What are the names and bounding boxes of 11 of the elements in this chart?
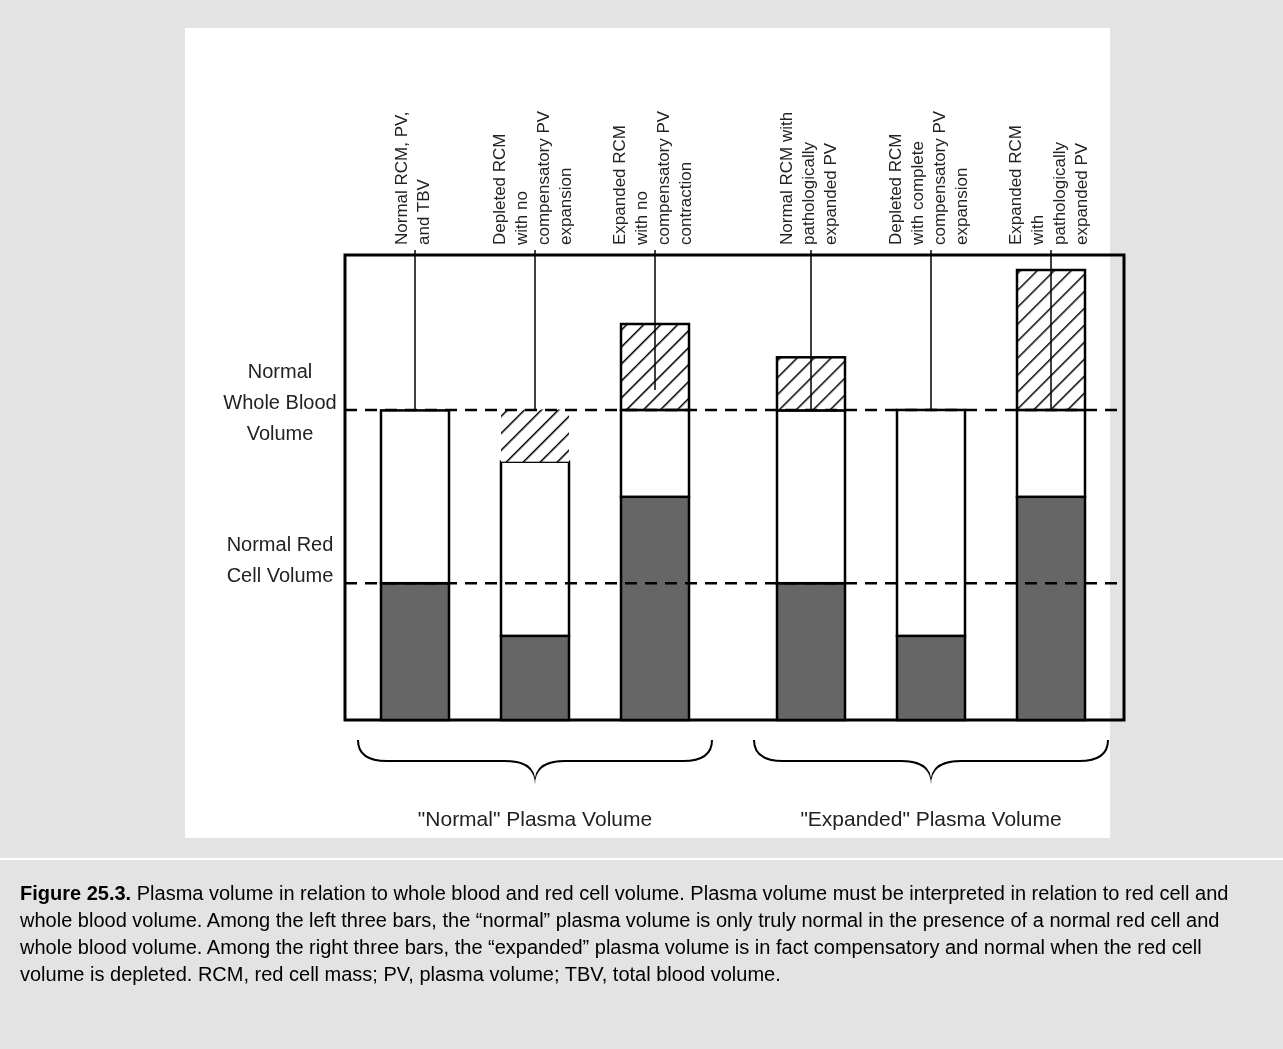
ref-line-label: Normal Red Cell Volume <box>226 533 334 587</box>
x-tick-label: Depleted RCM with no compensatory PV expansion <box>490 110 575 246</box>
x-tick-label: Depleted RCM with complete compensatory PV expansion <box>886 110 971 246</box>
x-tick-label: Normal RCM, PV, and TBV <box>392 111 433 245</box>
text: "Expanded" Plasma Volume <box>800 807 1062 830</box>
text: "Normal" Plasma Volume <box>417 807 653 830</box>
x-tick-label: Expanded RCM with pathologically expanded PV <box>1006 124 1091 246</box>
x-tick-label: Expanded RCM with no compensatory PV contraction <box>610 110 695 246</box>
ref-line-label: Normal Whole Blood Volume <box>223 359 337 444</box>
x-tick-label: Normal RCM with pathologically expanded PV <box>777 111 840 245</box>
text: Figure 25.3. <box>20 882 132 904</box>
